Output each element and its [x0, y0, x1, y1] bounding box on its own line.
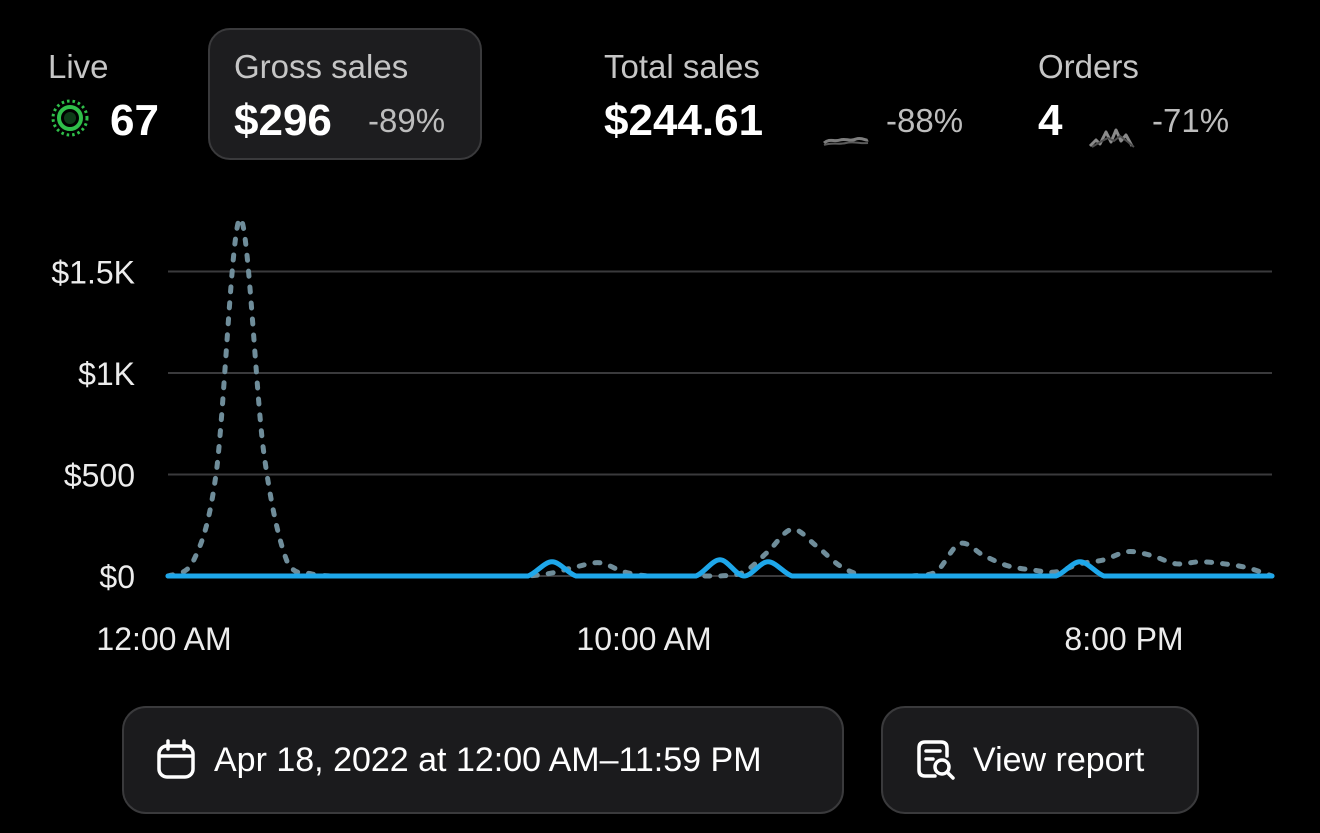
x-axis: 12:00 AM 10:00 AM 8:00 PM — [96, 621, 1183, 657]
y-tick-label: $1.5K — [51, 255, 135, 291]
date-range-button[interactable]: Apr 18, 2022 at 12:00 AM–11:59 PM — [122, 706, 844, 814]
y-tick-label: $500 — [64, 458, 135, 494]
y-axis: $0 $500 $1K $1.5K — [51, 255, 135, 596]
total-sales-value: $244.61 — [604, 96, 764, 145]
live-pulse-icon — [51, 99, 89, 137]
view-report-button[interactable]: View report — [881, 706, 1199, 814]
sales-chart: $0 $500 $1K $1.5K 12:00 AM 10:00 AM 8:00 PM — [51, 216, 1275, 657]
x-tick-label: 12:00 AM — [96, 621, 231, 657]
live-value: 67 — [110, 96, 159, 145]
gross-sales-label: Gross sales — [234, 48, 409, 85]
chart-grid — [168, 270, 1272, 577]
gross-sales-value: $296 — [234, 96, 332, 145]
gross-sales-metric[interactable]: Gross sales $296 -89% — [208, 28, 482, 160]
calendar-icon — [157, 739, 195, 779]
y-tick-label: $1K — [78, 356, 135, 392]
current-series-line — [165, 557, 1275, 579]
live-visitors-metric[interactable]: Live 67 — [48, 28, 188, 160]
total-sales-label: Total sales — [604, 48, 760, 85]
y-tick-label: $0 — [99, 559, 135, 595]
x-tick-label: 10:00 AM — [576, 621, 711, 657]
view-report-label: View report — [973, 740, 1145, 779]
x-tick-label: 8:00 PM — [1064, 621, 1183, 657]
total-sales-sparkline-icon — [823, 136, 869, 146]
gross-sales-change: -89% — [368, 102, 446, 139]
total-sales-metric[interactable]: Total sales $244.61 -88% — [604, 28, 1004, 160]
chart-series — [165, 216, 1275, 579]
live-label: Live — [48, 48, 109, 85]
date-range-label: Apr 18, 2022 at 12:00 AM–11:59 PM — [214, 740, 762, 779]
report-search-icon — [917, 740, 955, 780]
orders-metric[interactable]: Orders 4 -71% — [1038, 28, 1298, 160]
total-sales-change: -88% — [886, 102, 964, 139]
orders-change: -71% — [1152, 102, 1230, 139]
orders-label: Orders — [1038, 48, 1139, 85]
orders-value: 4 — [1038, 96, 1063, 145]
orders-sparkline-icon — [1088, 128, 1135, 148]
